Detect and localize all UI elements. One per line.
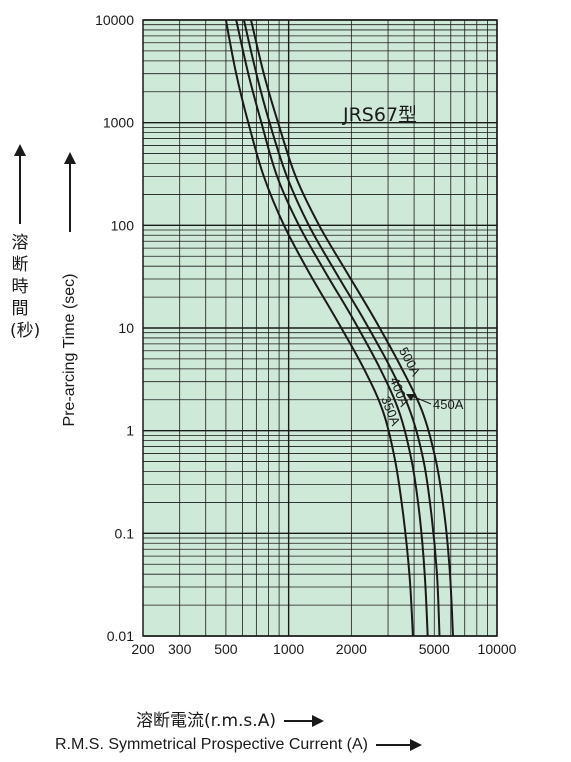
curves <box>224 19 454 637</box>
y-tick-label: 1000 <box>103 115 134 131</box>
x-axis-label-jp: 溶断電流(r.m.s.A) <box>136 706 324 731</box>
y-axis-label-en: Pre-arcing Time (sec) <box>58 150 82 470</box>
curve-500A <box>250 19 454 637</box>
y-tick-label: 0.1 <box>115 525 135 541</box>
y-tick-label: 10 <box>118 320 134 336</box>
y-tick-label: 0.01 <box>107 628 134 644</box>
curve-400A <box>235 19 429 637</box>
x-axis-label-jp-text: 溶断電流(r.m.s.A) <box>136 711 276 731</box>
chart-title: JRS67型 <box>342 104 417 126</box>
plot-frame <box>142 19 498 637</box>
up-arrow-icon <box>14 144 26 224</box>
x-tick-label: 10000 <box>478 641 517 657</box>
curve-450A <box>242 19 441 637</box>
x-axis-label-en: R.M.S. Symmetrical Prospective Current (… <box>55 736 422 754</box>
series-label-450A: 450A <box>433 397 464 412</box>
x-tick-label: 1000 <box>273 641 304 657</box>
x-tick-label: 2000 <box>336 641 367 657</box>
up-arrow-icon <box>64 152 76 232</box>
y-axis-label-jp: 溶断時間(秒) <box>6 140 41 342</box>
x-tick-label: 5000 <box>419 641 450 657</box>
y-tick-label: 10000 <box>95 12 134 28</box>
y-axis-label-jp-text: 溶断時間(秒) <box>10 233 41 341</box>
x-tick-label: 200 <box>131 641 155 657</box>
right-arrow-icon <box>375 738 422 751</box>
tick-labels: 200 300 500 1000 2000 5000 1000010000100010010… <box>95 12 517 657</box>
y-tick-label: 100 <box>111 217 135 233</box>
leader-line <box>411 395 432 405</box>
arrow-icon <box>406 394 415 401</box>
right-arrow-icon <box>283 715 324 727</box>
curve-350A <box>224 19 414 637</box>
x-tick-label: 500 <box>214 641 238 657</box>
y-tick-label: 1 <box>126 423 134 439</box>
x-axis-label-en-text: R.M.S. Symmetrical Prospective Current (… <box>55 736 368 753</box>
x-tick-label: 300 <box>168 641 192 657</box>
y-axis-label-en-text: Pre-arcing Time (sec) <box>61 273 78 427</box>
